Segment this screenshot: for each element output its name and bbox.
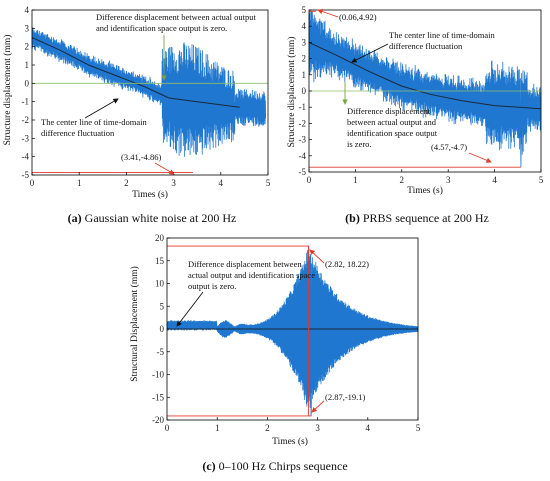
center-line-a <box>31 37 240 108</box>
plot-frame-a <box>31 9 269 176</box>
y-tick-label: 20 <box>155 233 165 243</box>
min-point-label-b: (4.57,-4.7) <box>431 142 467 152</box>
y-tick-label: -4 <box>22 152 30 162</box>
min-point-label-c: (2.87,-19.1) <box>325 392 366 402</box>
signal-c <box>166 245 419 417</box>
x-tick-label: 1 <box>215 423 220 433</box>
chart-b: 0 1 2 3 4 5 -5 -4 -3 -2 -1 0 1 2 3 4 5 Times (s) Structu… <box>286 5 544 196</box>
x-tick-label: 3 <box>315 423 320 433</box>
center-line-note-b-line1: The center line of time-domain <box>389 30 495 40</box>
x-axis-label-b: Times (s) <box>407 185 443 196</box>
ticks-b: 0 1 2 3 4 5 -5 -4 -3 -2 -1 0 1 2 3 4 5 <box>299 5 544 185</box>
x-tick-label: 2 <box>400 175 405 185</box>
x-tick-label: 3 <box>171 178 176 188</box>
y-tick-label: -20 <box>152 415 164 425</box>
center-line-arrow-b <box>351 43 389 63</box>
x-tick-label: 1 <box>77 178 82 188</box>
y-tick-label: 3 <box>25 23 30 33</box>
max-point-arrow-b <box>317 8 339 18</box>
caption-c: (c) 0–100 Hz Chirps sequence <box>202 459 347 473</box>
y-tick-label: 5 <box>160 301 165 311</box>
y-tick-label: -10 <box>152 370 164 380</box>
diff-zero-note-a-line2: and identification space output is zero. <box>96 23 227 33</box>
y-tick-label: -1 <box>22 97 30 107</box>
center-line-note-a-line2: difference fluctuation <box>41 128 115 138</box>
max-point-arrow-c <box>309 249 325 264</box>
x-tick-label: 3 <box>446 175 451 185</box>
y-tick-label: 1 <box>25 60 30 70</box>
center-line-note-b-line2: difference fluctuation <box>389 41 463 51</box>
chart-a: 0 1 2 3 4 5 -5 -4 -3 -2 -1 0 1 2 3 4 Times (s) Structur… <box>2 5 271 200</box>
ticks-c: 0 1 2 3 4 5 -20 -15 -10 -5 0 5 10 15 20 <box>152 233 421 433</box>
x-tick-label: 2 <box>124 178 129 188</box>
y-tick-label: -5 <box>157 347 165 357</box>
x-tick-label: 4 <box>219 178 224 188</box>
diff-zero-note-c-line3: output is zero. <box>188 281 236 291</box>
x-axis-label-c: Times (s) <box>272 436 308 447</box>
diff-zero-note-b-line3: identification space output <box>347 128 438 138</box>
center-line-note-a-line1: The center line of time-domain <box>41 117 147 127</box>
y-tick-label: -3 <box>22 133 30 143</box>
max-point-label-b: (0.06,4.92) <box>339 12 377 22</box>
y-axis-label-a: Structure displacement (mm) <box>2 35 13 146</box>
y-tick-label: -1 <box>299 102 307 112</box>
x-tick-label: 5 <box>416 423 421 433</box>
y-tick-label: 2 <box>302 54 307 64</box>
signal-b <box>308 11 542 168</box>
max-point-label-c: (2.82, 18.22) <box>325 259 369 269</box>
x-tick-label: 0 <box>307 175 312 185</box>
x-tick-label: 4 <box>366 423 371 433</box>
y-tick-label: -15 <box>152 392 164 402</box>
y-tick-label: 5 <box>302 5 307 15</box>
x-tick-label: 1 <box>353 175 358 185</box>
diff-zero-note-a-line1: Difference displacement between actual o… <box>96 12 256 22</box>
caption-a: (a) Gaussian white noise at 200 Hz <box>68 211 237 225</box>
x-tick-label: 0 <box>165 423 170 433</box>
min-point-arrow-c <box>311 400 325 413</box>
signal-a <box>31 27 266 157</box>
y-tick-label: 2 <box>25 42 30 52</box>
ticks-a: 0 1 2 3 4 5 -5 -4 -3 -2 -1 0 1 2 3 4 <box>22 5 271 188</box>
y-tick-label: -4 <box>299 151 307 161</box>
y-tick-label: 1 <box>302 70 307 80</box>
min-point-arrow-a <box>154 162 175 175</box>
y-tick-label: -5 <box>299 167 307 177</box>
y-tick-label: 4 <box>25 5 30 15</box>
diff-zero-note-b-line1: Difference displacement <box>347 106 431 116</box>
x-tick-label: 5 <box>266 178 271 188</box>
x-tick-label: 2 <box>265 423 270 433</box>
y-tick-label: 10 <box>155 279 165 289</box>
y-tick-label: 0 <box>25 78 30 88</box>
y-axis-label-b: Structure displacement (mm) <box>286 37 297 148</box>
x-axis-label-a: Times (s) <box>132 189 168 200</box>
diff-zero-note-c-line1: Difference displacement between <box>188 259 302 269</box>
y-tick-label: -2 <box>22 115 30 125</box>
x-tick-label: 0 <box>30 178 35 188</box>
chart-c: 0 1 2 3 4 5 -20 -15 -10 -5 0 5 10 15 20 Times (s) Stru… <box>129 233 421 447</box>
y-tick-label: -5 <box>22 170 30 180</box>
x-tick-label: 5 <box>539 175 544 185</box>
y-tick-label: 0 <box>160 324 165 334</box>
y-tick-label: 15 <box>155 256 165 266</box>
x-tick-label: 4 <box>492 175 497 185</box>
y-axis-label-c: Structural Displacement (mm) <box>129 266 140 382</box>
diff-zero-note-b-line4: is zero. <box>347 139 372 149</box>
y-tick-label: 3 <box>302 37 307 47</box>
min-point-arrow-b <box>468 152 492 163</box>
y-tick-label: 4 <box>302 21 307 31</box>
y-tick-label: 0 <box>302 86 307 96</box>
center-line-arrow-a <box>84 98 119 119</box>
y-tick-label: -3 <box>299 135 307 145</box>
center-line-b <box>308 41 542 110</box>
diff-zero-note-b-line2: between actual output and <box>347 117 437 127</box>
diff-zero-arrow-c <box>176 291 204 327</box>
caption-b: (b) PRBS sequence at 200 Hz <box>345 211 489 225</box>
diff-zero-note-c-line2: actual output and identification space <box>188 270 315 280</box>
min-point-label-a: (3.41,-4.86) <box>121 152 162 162</box>
y-tick-label: -2 <box>299 118 307 128</box>
